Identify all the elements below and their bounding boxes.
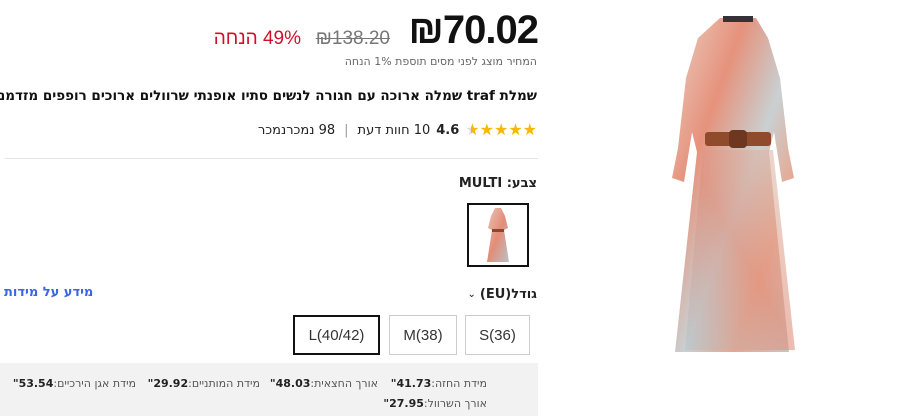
size-label: גודל(EU)	[479, 287, 537, 302]
dress-image	[672, 16, 795, 352]
divider	[5, 158, 538, 159]
rating-row[interactable]: ★★★★★ 4.6 10 חוות דעת | 98 נמכרנמכר	[258, 122, 537, 139]
color-value: MULTI	[458, 176, 503, 191]
size-option-m[interactable]: M(38)	[389, 315, 457, 355]
rating-value: 4.6	[436, 123, 460, 138]
measurements-panel	[0, 363, 538, 416]
sold-count: 98 נמכרנמכר	[257, 123, 336, 138]
measurement-hips: מידת אגן הירכיים:53.54"	[12, 377, 136, 390]
rating-stars: ★★★★★	[465, 122, 537, 139]
size-option-s[interactable]: S(36)	[465, 315, 530, 355]
chevron-down-icon: ⌄	[467, 289, 476, 300]
measurement-bust: מידת החזה:41.73"	[390, 377, 487, 390]
color-label-text: צבע:	[506, 176, 537, 191]
dress-thumbnail	[487, 208, 509, 262]
current-price: ₪70.02	[408, 8, 539, 52]
reviews-count[interactable]: 10 חוות דעת	[357, 123, 431, 138]
star-icon: ★	[508, 120, 523, 139]
tax-note: המחיר מוצג לפני מסים תוספת 1% הנחה	[344, 55, 537, 68]
color-swatch-multi[interactable]	[467, 203, 529, 267]
star-icon: ★	[479, 120, 494, 139]
product-image[interactable]	[655, 10, 820, 365]
color-label: צבע: MULTI	[459, 176, 537, 191]
star-icon: ★	[522, 120, 537, 139]
discount-badge: 49% הנחה	[213, 28, 301, 49]
measurement-waist: מידת המותניים:29.92"	[147, 377, 260, 390]
measurement-skirt-length: אורך החצאית:48.03"	[269, 377, 378, 390]
original-price: ₪138.20	[315, 28, 390, 49]
measurement-sleeve-length: אורך השרוול:27.95"	[383, 397, 487, 410]
separator: |	[344, 123, 349, 138]
star-half-icon: ★	[465, 120, 480, 139]
star-icon: ★	[493, 120, 509, 139]
product-title: שמלת traf שמלה ארוכה עם חגורה לנשים סתיו…	[0, 88, 537, 104]
size-option-l[interactable]: L(40/42)	[293, 315, 380, 355]
size-selector-label[interactable]: גודל(EU) ⌄	[467, 287, 537, 302]
size-info-link[interactable]: מידע על מידות	[4, 285, 94, 300]
